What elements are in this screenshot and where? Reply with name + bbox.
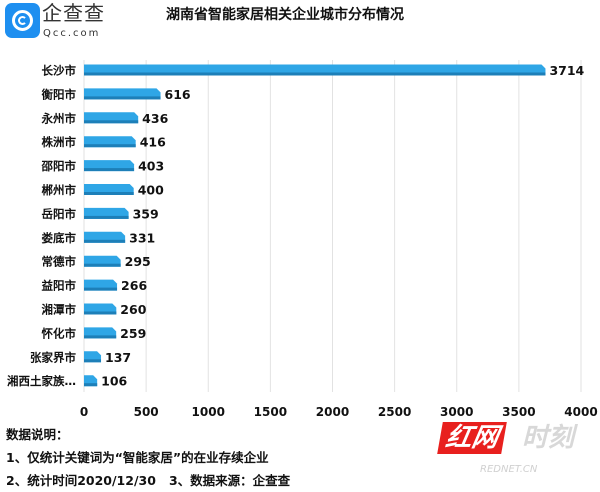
bar-shadow: [84, 215, 129, 219]
category-label: 常德市: [42, 255, 77, 269]
data-label: 259: [120, 326, 146, 341]
data-label: 295: [125, 254, 151, 269]
category-label: 湘西土家族…: [7, 374, 76, 388]
bar-shadow: [84, 287, 118, 291]
category-label: 永州市: [41, 111, 77, 125]
category-label: 岳阳市: [42, 207, 77, 221]
bar-shadow: [84, 192, 134, 195]
x-tick-label: 2500: [378, 405, 411, 419]
x-tick-label: 3000: [440, 405, 473, 419]
bar-shadow: [84, 263, 121, 267]
x-tick-label: 3500: [502, 405, 535, 419]
bar-shadow: [84, 335, 117, 339]
data-label: 137: [105, 350, 131, 365]
bar-shadow: [84, 144, 136, 148]
bar-shadow: [84, 72, 546, 76]
category-label: 郴州市: [42, 183, 77, 197]
data-label: 359: [133, 206, 159, 221]
x-tick-label: 1500: [254, 405, 287, 419]
category-label: 益阳市: [42, 279, 77, 293]
category-label: 娄底市: [42, 231, 77, 245]
bar-shadow: [84, 359, 102, 363]
category-label: 株洲市: [42, 135, 77, 149]
category-label: 湘潭市: [42, 303, 77, 317]
bar-shadow: [84, 239, 126, 243]
qcc-logo-icon: [5, 3, 40, 38]
category-label: 长沙市: [42, 64, 77, 78]
data-label: 616: [165, 87, 191, 102]
x-tick-label: 4000: [564, 405, 597, 419]
data-label: 331: [129, 230, 155, 245]
category-label: 衡阳市: [42, 87, 77, 101]
data-label: 260: [120, 302, 146, 317]
category-label: 邵阳市: [41, 159, 77, 173]
logo-cn: 企查查: [42, 1, 105, 25]
category-label: 怀化市: [42, 326, 77, 340]
category-label: 张家界市: [30, 350, 76, 364]
data-label: 106: [101, 374, 127, 389]
data-label: 403: [138, 159, 164, 174]
bar-shadow: [84, 96, 161, 100]
bar-shadow: [84, 120, 139, 124]
note-line-2: 2、统计时间2020/12/30 3、数据来源：企查查: [6, 473, 291, 488]
note-line-1: 1、仅统计关键词为“智能家居”的在业存续企业: [6, 450, 269, 465]
bar-chart: 0 500 1000 1500 2000 2500 3000 3500 4000 长沙市 3714 衡…: [7, 60, 598, 419]
x-tick-label: 2000: [316, 405, 349, 419]
bar-shadow: [84, 311, 117, 315]
bar-shadow: [84, 168, 135, 172]
x-tick-label: 0: [80, 405, 88, 419]
rednet-watermark: 红网 时刻 REDNET.CN: [437, 422, 595, 482]
data-label: 400: [138, 183, 164, 198]
chart-title: 湖南省智能家居相关企业城市分布情况: [166, 7, 404, 23]
data-label: 436: [142, 111, 168, 126]
x-tick-label: 1000: [192, 405, 225, 419]
data-label: 266: [121, 278, 147, 293]
logo-en: Qcc.com: [43, 28, 101, 39]
data-label: 416: [140, 135, 166, 150]
x-tick-label: 500: [134, 405, 159, 419]
notes-heading: 数据说明：: [6, 427, 69, 442]
data-label: 3714: [549, 63, 584, 78]
bar-shadow: [84, 383, 98, 387]
